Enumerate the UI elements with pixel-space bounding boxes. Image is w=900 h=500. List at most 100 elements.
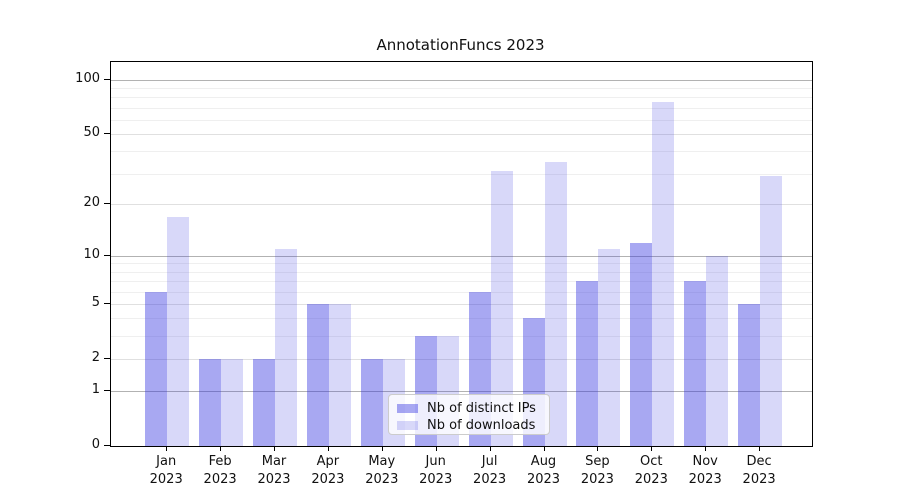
x-tick-year-may: 2023 [365, 472, 399, 487]
x-tick-label-jan: Jan 2023 [134, 453, 198, 489]
gridline-6 [111, 291, 812, 293]
gridline-90 [111, 88, 812, 90]
gridline-1 [111, 391, 812, 392]
x-tick-year-jun: 2023 [419, 472, 453, 487]
bar-nb-of-downloads-jul [490, 171, 513, 446]
y-tick-label-10: 10 [83, 246, 100, 262]
bar-nb-of-distinct-ips-apr [306, 303, 329, 446]
x-tick-year-apr: 2023 [311, 472, 345, 487]
gridline-40 [111, 151, 812, 153]
y-tick-label-100: 100 [75, 70, 100, 86]
x-tick-year-nov: 2023 [688, 472, 722, 487]
y-tick-label-2: 2 [91, 349, 100, 365]
y-tick-50 [104, 133, 110, 134]
legend-item-distinct-ips: Nb of distinct IPs [397, 400, 541, 416]
gridline-20 [111, 204, 812, 206]
y-tick-100 [104, 78, 110, 80]
x-tick-label-sep: Sep 2023 [565, 453, 629, 489]
y-tick-label-0: 0 [91, 437, 100, 452]
x-tick-jul [489, 446, 491, 451]
gridline-10 [111, 255, 812, 257]
x-tick-year-dec: 2023 [742, 472, 776, 487]
x-tick-label-apr: Apr 2023 [296, 453, 360, 489]
legend-item-downloads: Nb of downloads [397, 417, 541, 433]
gridline-4 [111, 318, 812, 320]
x-tick-aug [543, 446, 545, 451]
x-tick-sep [597, 446, 599, 451]
x-tick-label-dec: Dec 2023 [727, 453, 791, 489]
x-tick-may [381, 446, 383, 451]
gridline-8 [111, 271, 812, 273]
bar-nb-of-downloads-apr [328, 303, 351, 446]
gridline-2 [111, 358, 812, 360]
x-tick-mar [274, 446, 275, 451]
x-tick-label-oct: Oct 2023 [619, 453, 683, 489]
x-tick-year-jul: 2023 [473, 472, 507, 487]
legend: Nb of distinct IPs Nb of downloads [388, 394, 550, 435]
chart-title: AnnotationFuncs 2023 [376, 36, 545, 54]
x-tick-label-feb: Feb 2023 [188, 453, 252, 489]
x-tick-label-may: May 2023 [350, 453, 414, 489]
x-tick-jun [435, 446, 437, 451]
bar-nb-of-distinct-ips-nov [684, 281, 707, 446]
x-tick-label-jun: Jun 2023 [404, 453, 468, 489]
x-tick-label-nov: Nov 2023 [673, 453, 737, 489]
x-tick-year-mar: 2023 [257, 472, 291, 487]
bar-nb-of-distinct-ips-sep [576, 281, 599, 446]
bar-nb-of-distinct-ips-feb [199, 358, 222, 446]
bar-nb-of-distinct-ips-mar [253, 358, 275, 446]
y-tick-label-1: 1 [91, 382, 100, 397]
gridline-9 [111, 263, 812, 265]
x-tick-label-mar: Mar 2023 [242, 453, 306, 489]
y-tick-label-50: 50 [83, 125, 100, 140]
legend-label-distinct-ips: Nb of distinct IPs [427, 400, 536, 416]
x-tick-feb [220, 446, 222, 451]
gridline-100 [111, 79, 812, 81]
bar-nb-of-distinct-ips-oct [630, 242, 653, 446]
bar-nb-of-downloads-sep [598, 248, 621, 446]
x-tick-year-jan: 2023 [149, 472, 183, 487]
bar-nb-of-distinct-ips-may [360, 358, 383, 446]
y-tick-0 [104, 445, 110, 446]
gridline-7 [111, 281, 812, 282]
bar-nb-of-downloads-dec [760, 176, 783, 446]
x-tick-label-aug: Aug 2023 [512, 453, 576, 489]
y-tick-10 [104, 254, 110, 256]
y-tick-label-5: 5 [91, 294, 100, 310]
y-tick-5 [104, 302, 110, 304]
x-tick-label-jul: Jul 2023 [458, 453, 522, 489]
bar-nb-of-downloads-nov [706, 255, 729, 446]
x-tick-apr [327, 446, 329, 451]
bar-nb-of-downloads-mar [275, 248, 297, 446]
bar-nb-of-distinct-ips-jan [145, 291, 168, 446]
x-tick-year-feb: 2023 [203, 472, 237, 487]
x-tick-year-aug: 2023 [526, 472, 561, 487]
bar-nb-of-distinct-ips-dec [738, 303, 761, 446]
x-tick-oct [651, 446, 653, 451]
x-tick-nov [705, 446, 707, 451]
gridline-30 [111, 173, 812, 175]
x-tick-jan [166, 446, 168, 451]
gridline-70 [111, 107, 812, 109]
y-tick-label-20: 20 [83, 195, 100, 211]
legend-swatch-distinct-ips [397, 403, 418, 413]
x-tick-year-sep: 2023 [580, 472, 614, 487]
gridline-60 [111, 119, 812, 121]
bar-nb-of-downloads-aug [544, 161, 567, 446]
gridline-80 [111, 97, 812, 99]
x-tick-year-oct: 2023 [634, 472, 668, 487]
gridline-3 [111, 336, 812, 337]
y-tick-1 [104, 390, 110, 391]
x-tick-dec [759, 446, 761, 451]
plot-area [110, 61, 813, 447]
gridline-5 [111, 303, 812, 305]
y-tick-2 [104, 357, 110, 359]
legend-swatch-downloads [397, 420, 418, 430]
bar-nb-of-downloads-feb [221, 358, 244, 446]
y-tick-20 [104, 203, 110, 205]
bar-nb-of-downloads-oct [652, 102, 675, 446]
bar-nb-of-downloads-jan [167, 216, 190, 446]
gridline-50 [111, 134, 812, 135]
legend-label-downloads: Nb of downloads [427, 417, 536, 433]
